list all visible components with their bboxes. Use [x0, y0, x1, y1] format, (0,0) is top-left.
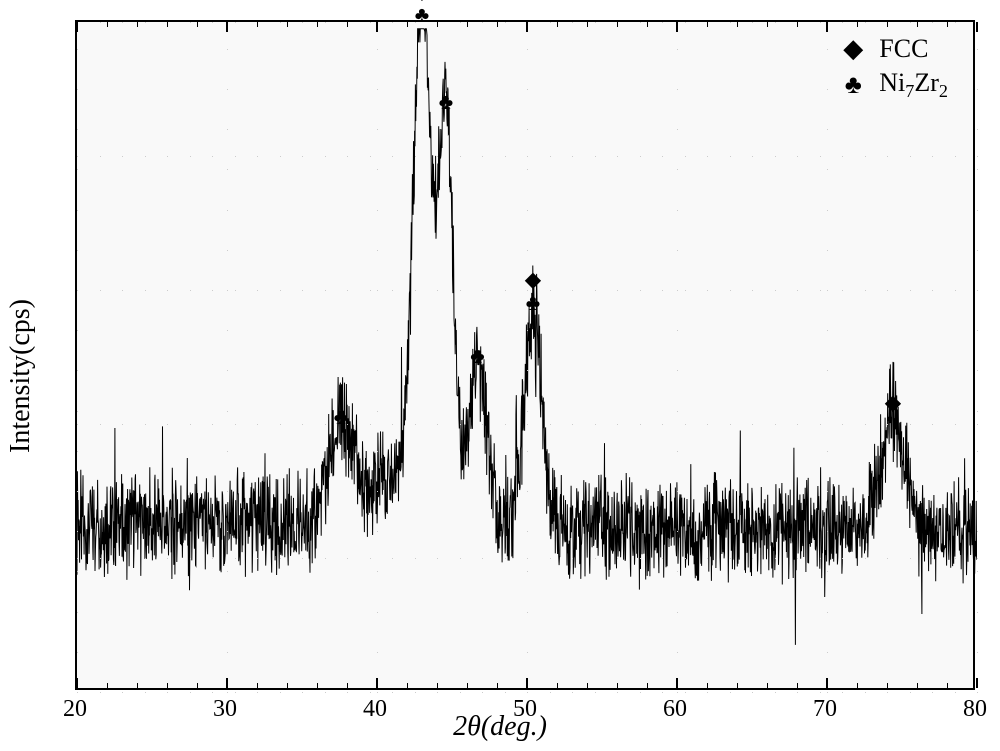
x-tick-label: 70	[813, 696, 837, 723]
legend-label-ni7zr2: Ni7Zr2	[879, 68, 948, 102]
plot-container: ◆ FCC ♣ Ni7Zr2 ♣♣◆♣♣♣◆◆	[75, 20, 975, 690]
club-icon: ♣	[439, 91, 453, 113]
diamond-icon: ◆	[833, 36, 873, 62]
legend-label-fcc: FCC	[879, 34, 928, 64]
x-tick-label: 20	[63, 696, 87, 723]
club-icon: ♣	[526, 292, 540, 314]
diamond-icon: ◆	[885, 393, 900, 413]
x-tick-label: 30	[213, 696, 237, 723]
x-tick-label: 50	[513, 696, 537, 723]
plot-area: ◆ FCC ♣ Ni7Zr2 ♣♣◆♣♣♣◆◆	[75, 20, 975, 690]
x-tick-label: 40	[363, 696, 387, 723]
legend-row-ni7zr2: ♣ Ni7Zr2	[833, 68, 948, 102]
club-icon: ♣	[833, 72, 873, 98]
xrd-trace	[77, 22, 977, 692]
diamond-icon: ◆	[414, 0, 429, 2]
y-axis-label: Intensity(cps)	[6, 0, 36, 751]
diamond-icon: ◆	[525, 270, 540, 290]
legend-row-fcc: ◆ FCC	[833, 34, 948, 64]
x-tick-label: 80	[963, 696, 987, 723]
x-tick-label: 60	[663, 696, 687, 723]
club-icon: ♣	[415, 4, 429, 26]
x-axis-label: 2θ(deg.)	[0, 711, 1000, 743]
club-icon: ♣	[334, 406, 348, 428]
legend: ◆ FCC ♣ Ni7Zr2	[833, 34, 948, 106]
club-icon: ♣	[470, 345, 484, 367]
